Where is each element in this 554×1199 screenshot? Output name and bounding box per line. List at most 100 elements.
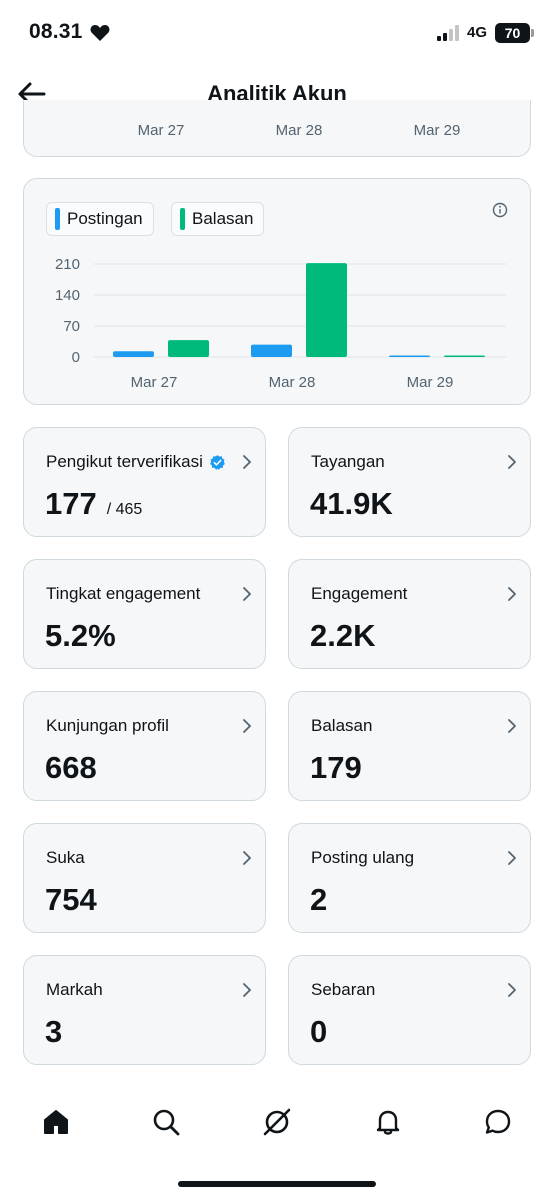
bar-balasan-2[interactable] — [444, 355, 485, 358]
metric-label: Suka — [46, 848, 85, 868]
x-tick-label: Mar 27 — [131, 374, 178, 391]
network-label: 4G — [467, 24, 488, 41]
x-tick-label: Mar 28 — [269, 374, 316, 391]
chevron-right-icon — [243, 587, 251, 601]
chevron-right-icon — [508, 983, 516, 997]
metric-card-likes[interactable]: Suka 754 — [23, 823, 266, 933]
metric-card-engagement-rate[interactable]: Tingkat engagement 5.2% — [23, 559, 266, 669]
metric-label-text: Balasan — [311, 716, 373, 735]
info-icon[interactable] — [492, 202, 508, 218]
metric-card-bookmarks[interactable]: Markah 3 — [23, 955, 266, 1065]
metric-label-text: Pengikut terverifikasi — [46, 452, 203, 471]
nav-notifications[interactable] — [368, 1102, 408, 1142]
metric-label: Pengikut terverifikasi — [46, 452, 226, 472]
previous-chart-card: Mar 27 Mar 28 Mar 29 — [23, 100, 531, 157]
metric-value-text: 668 — [45, 750, 97, 785]
metric-value-text: 2.2K — [310, 618, 376, 653]
metric-value-text: 177 — [45, 486, 97, 521]
metric-label: Markah — [46, 980, 103, 1000]
chevron-right-icon — [508, 851, 516, 865]
notifications-icon — [376, 1110, 400, 1135]
x-tick-label: Mar 27 — [137, 122, 185, 139]
metric-value: 177 / 465 — [45, 486, 142, 522]
y-tick-label: 140 — [55, 287, 80, 304]
metric-value: 2 — [310, 882, 327, 918]
legend-label: Postingan — [67, 209, 143, 228]
metric-label-text: Markah — [46, 980, 103, 999]
metric-card-profile-visits[interactable]: Kunjungan profil 668 — [23, 691, 266, 801]
bar-balasan-1[interactable] — [306, 263, 347, 357]
legend-label: Balasan — [192, 209, 254, 228]
chevron-right-icon — [243, 851, 251, 865]
chevron-right-icon — [508, 455, 516, 469]
metric-label: Sebaran — [311, 980, 375, 1000]
nav-messages[interactable] — [478, 1102, 518, 1142]
metric-label-text: Tingkat engagement — [46, 584, 201, 603]
metric-value: 41.9K — [310, 486, 393, 522]
metric-card-verified-followers[interactable]: Pengikut terverifikasi 177 / 465 — [23, 427, 266, 537]
metric-card-reposts[interactable]: Posting ulang 2 — [288, 823, 531, 933]
x-tick-label: Mar 29 — [407, 374, 454, 391]
metric-value: 754 — [45, 882, 97, 918]
x-tick-label: Mar 29 — [413, 122, 461, 139]
nav-search[interactable] — [146, 1102, 186, 1142]
search-icon — [153, 1109, 180, 1136]
nav-grok[interactable] — [257, 1102, 297, 1142]
metric-label: Balasan — [311, 716, 372, 736]
home-icon — [44, 1110, 68, 1134]
metric-total: / 465 — [106, 501, 143, 518]
metric-value: 0 — [310, 1014, 327, 1050]
bar-postingan-2[interactable] — [389, 355, 430, 358]
verified-badge-icon — [209, 454, 225, 470]
metric-value: 5.2% — [45, 618, 116, 654]
legend-swatch-replies — [180, 208, 185, 230]
chevron-right-icon — [243, 455, 251, 469]
bar-chart: 210 140 70 0 Mar 27 Mar 28 Mar 29 — [55, 256, 506, 391]
metric-label: Kunjungan profil — [46, 716, 169, 736]
messages-icon — [485, 1109, 511, 1134]
metric-card-shares[interactable]: Sebaran 0 — [288, 955, 531, 1065]
home-indicator — [178, 1181, 376, 1187]
metric-value-text: 5.2% — [45, 618, 116, 653]
heart-icon — [90, 25, 110, 41]
metric-label-text: Engagement — [311, 584, 408, 603]
battery-indicator: 70 — [495, 23, 530, 43]
metric-label-text: Tayangan — [311, 452, 385, 471]
bar-postingan-1[interactable] — [251, 344, 292, 357]
y-tick-label: 0 — [72, 349, 80, 366]
bottom-nav — [0, 1088, 554, 1158]
legend-swatch-posts — [55, 208, 60, 230]
metric-label: Tayangan — [311, 452, 385, 472]
grok-icon — [263, 1108, 291, 1136]
metric-label-text: Suka — [46, 848, 85, 867]
x-tick-label: Mar 28 — [275, 122, 323, 139]
chevron-right-icon — [243, 719, 251, 733]
metric-value-text: 0 — [310, 1014, 328, 1049]
status-time: 08.31 — [29, 20, 83, 43]
metric-card-impressions[interactable]: Tayangan 41.9K — [288, 427, 531, 537]
metric-value-text: 754 — [45, 882, 97, 917]
bar-balasan-0[interactable] — [168, 340, 209, 357]
legend-postingan[interactable]: Postingan — [46, 202, 154, 236]
metric-value: 179 — [310, 750, 362, 786]
metric-label: Engagement — [311, 584, 407, 604]
metric-label-text: Sebaran — [311, 980, 376, 999]
bar-postingan-0[interactable] — [113, 351, 154, 357]
legend-balasan[interactable]: Balasan — [171, 202, 265, 236]
metric-card-engagements[interactable]: Engagement 2.2K — [288, 559, 531, 669]
status-bar: 08.31 4G 70 — [0, 0, 554, 66]
signal-icon — [437, 25, 459, 41]
metric-value-text: 2 — [310, 882, 328, 917]
metric-label: Posting ulang — [311, 848, 414, 868]
metric-value: 668 — [45, 750, 97, 786]
metric-value: 3 — [45, 1014, 62, 1050]
y-tick-label: 70 — [63, 318, 80, 335]
nav-home[interactable] — [36, 1102, 76, 1142]
y-tick-label: 210 — [55, 256, 80, 273]
chevron-right-icon — [243, 983, 251, 997]
battery-tip — [531, 29, 534, 37]
chevron-right-icon — [508, 719, 516, 733]
metric-value-text: 179 — [310, 750, 362, 785]
metric-label: Tingkat engagement — [46, 584, 200, 604]
metric-card-replies[interactable]: Balasan 179 — [288, 691, 531, 801]
